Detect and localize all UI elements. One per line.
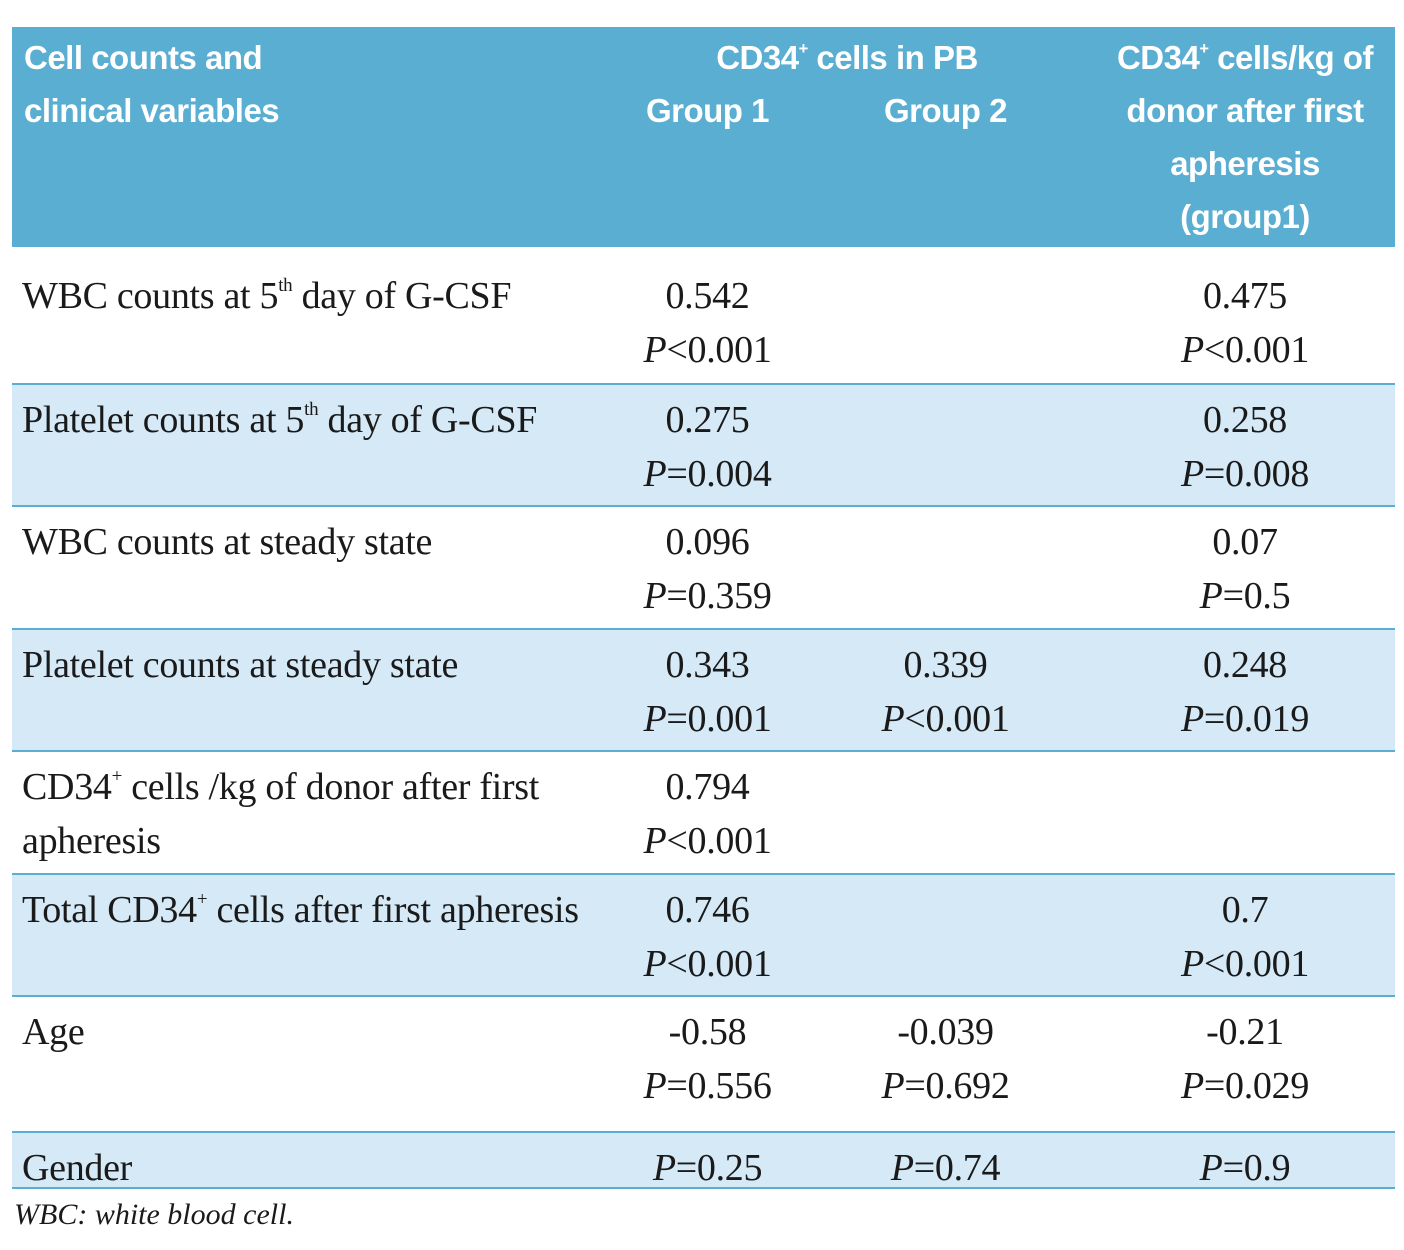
text: cells/kg of donor after first apheresis …: [1126, 39, 1374, 235]
text: day of G-CSF: [292, 275, 512, 317]
text: cells after first apheresis: [207, 889, 579, 931]
value-cell: P=0.74: [858, 1141, 1033, 1195]
superscript: +: [798, 40, 809, 59]
text: Platelet counts at 5: [22, 399, 305, 441]
row-label: WBC counts at 5th day of G-CSF: [22, 269, 662, 323]
coefficient: 0.746: [665, 889, 750, 931]
superscript: +: [196, 888, 208, 910]
text: Total CD34: [22, 889, 197, 931]
p-value: P=0.008: [1180, 453, 1310, 495]
table-row: Age -0.58 P=0.556 -0.039 P=0.692 -0.21 P=0.029: [12, 997, 1395, 1133]
text: WBC counts at steady state: [22, 521, 433, 563]
text: Gender: [22, 1147, 133, 1189]
coefficient: 0.275: [665, 399, 750, 441]
coefficient: 0.343: [665, 644, 750, 686]
p-value: P<0.001: [643, 329, 772, 371]
coefficient: -0.21: [1206, 1011, 1284, 1053]
p-value: P=0.359: [643, 575, 772, 617]
text: WBC counts at 5: [22, 275, 279, 317]
row-label: Platelet counts at steady state: [22, 638, 662, 692]
p-value: P=0.9: [1199, 1147, 1291, 1189]
superscript: th: [304, 398, 319, 420]
value-cell: -0.21 P=0.029: [1110, 1005, 1380, 1113]
coefficient: 0.339: [903, 644, 988, 686]
value-cell: 0.7 P<0.001: [1110, 883, 1380, 991]
text: CD34: [716, 39, 799, 76]
value-cell: -0.039 P=0.692: [858, 1005, 1033, 1113]
p-value: P=0.692: [881, 1065, 1010, 1107]
superscript: th: [278, 274, 293, 296]
p-value: P=0.25: [652, 1147, 763, 1189]
header-cell: CD34+ cells/kg of donor after first aphe…: [1110, 31, 1380, 243]
coefficient: 0.248: [1202, 644, 1287, 686]
p-value: P<0.001: [643, 943, 772, 985]
p-value: P<0.001: [1180, 943, 1310, 985]
coefficient: -0.58: [668, 1011, 747, 1053]
p-value: P<0.001: [881, 698, 1010, 740]
row-label: CD34+ cells /kg of donor after first aph…: [22, 760, 662, 868]
table-row: WBC counts at 5th day of G-CSF 0.542 P<0.0…: [12, 247, 1395, 385]
p-value: P=0.001: [643, 698, 772, 740]
p-value: P=0.556: [643, 1065, 772, 1107]
p-value: P<0.001: [1180, 329, 1310, 371]
superscript: +: [1199, 40, 1209, 59]
coefficient: 0.475: [1202, 275, 1287, 317]
text: Age: [22, 1011, 85, 1053]
coefficient: -0.039: [897, 1011, 994, 1053]
value-cell: 0.339 P<0.001: [858, 638, 1033, 746]
table-row: CD34+ cells /kg of donor after first aph…: [12, 752, 1395, 875]
p-value: P=0.029: [1180, 1065, 1310, 1107]
value-cell: 0.475 P<0.001: [1110, 269, 1380, 377]
table-row: Total CD34+ cells after first apheresis 0…: [12, 875, 1395, 997]
footnote: WBC: white blood cell.: [14, 1198, 294, 1231]
text: day of G-CSF: [318, 399, 538, 441]
text: cells in PB: [807, 39, 978, 76]
value-cell: 0.746 P<0.001: [620, 883, 795, 991]
table-row: Platelet counts at steady state 0.343 P=0.…: [12, 630, 1395, 752]
coefficient: 0.7: [1221, 889, 1269, 931]
p-value: P=0.74: [890, 1147, 1001, 1189]
p-value: P=0.019: [1180, 698, 1310, 740]
row-label: Platelet counts at 5th day of G-CSF: [22, 393, 662, 447]
header-cell: Cell counts and clinical variables: [24, 39, 280, 129]
value-cell: 0.096 P=0.359: [620, 515, 795, 623]
text: cells /kg of donor after first apheresis: [22, 766, 540, 862]
coefficient: 0.07: [1212, 521, 1278, 563]
table-row: Gender P=0.25 P=0.74 P=0.9: [12, 1133, 1395, 1189]
value-cell: 0.248 P=0.019: [1110, 638, 1380, 746]
text: Platelet counts at steady state: [22, 644, 459, 686]
row-label: WBC counts at steady state: [22, 515, 662, 569]
row-label: Age: [22, 1005, 662, 1059]
value-cell: 0.07 P=0.5: [1110, 515, 1380, 623]
header-cell: CD34+ cells in PB: [652, 31, 1042, 84]
text: CD34: [22, 766, 112, 808]
row-label: Gender: [22, 1141, 662, 1195]
value-cell: -0.58 P=0.556: [620, 1005, 795, 1113]
coefficient: 0.794: [665, 766, 750, 808]
table-row: Platelet counts at 5th day of G-CSF 0.275…: [12, 385, 1395, 507]
value-cell: 0.542 P<0.001: [620, 269, 795, 377]
row-label: Total CD34+ cells after first apheresis: [22, 883, 662, 937]
superscript: +: [111, 765, 123, 787]
value-cell: P=0.9: [1110, 1141, 1380, 1195]
value-cell: 0.343 P=0.001: [620, 638, 795, 746]
value-cell: P=0.25: [620, 1141, 795, 1195]
value-cell: 0.258 P=0.008: [1110, 393, 1380, 501]
coefficient: 0.096: [665, 521, 750, 563]
header-cell: Group 1: [645, 92, 770, 129]
header-cell: Group 2: [883, 92, 1008, 129]
value-cell: 0.794 P<0.001: [620, 760, 795, 868]
table-row: WBC counts at steady state 0.096 P=0.359 0.…: [12, 507, 1395, 630]
coefficient: 0.258: [1202, 399, 1287, 441]
value-cell: 0.275 P=0.004: [620, 393, 795, 501]
text: CD34: [1116, 39, 1200, 76]
table-header: Cell counts and clinical variables CD34+…: [12, 27, 1395, 247]
p-value: P<0.001: [643, 820, 772, 862]
p-value: P=0.004: [643, 453, 772, 495]
coefficient: 0.542: [665, 275, 750, 317]
p-value: P=0.5: [1199, 575, 1291, 617]
